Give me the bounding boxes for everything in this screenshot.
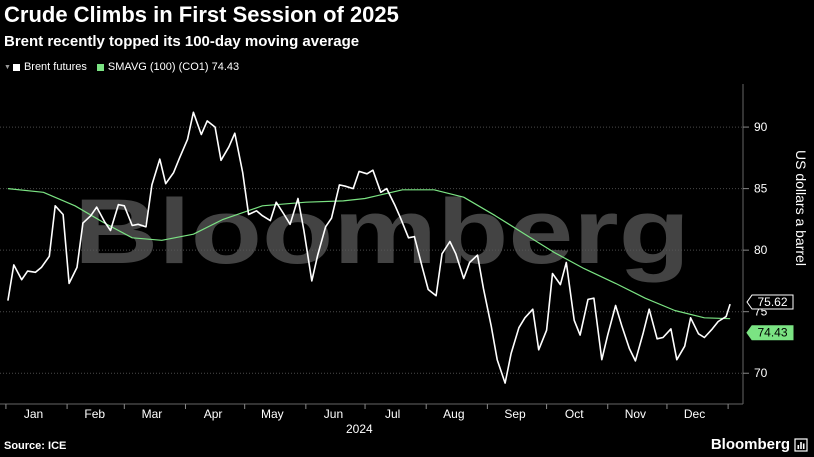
watermark: Bloomberg: [74, 181, 690, 283]
x-tick-label: Jan: [24, 407, 43, 421]
y-tick-label: 90: [754, 120, 768, 134]
x-axis-ticks: Jan Feb Mar Apr May Jun Jul Aug Sep Oct Nov Dec: [5, 404, 729, 421]
x-tick-label: Apr: [204, 407, 223, 421]
x-tick-label: Aug: [443, 407, 464, 421]
last-label-brent: 75.62: [757, 295, 787, 309]
x-axis-label: 2024: [346, 422, 373, 436]
x-tick-label: May: [261, 407, 284, 421]
legend-label-smavg: SMAVG (100) (CO1) 74.43: [107, 61, 240, 73]
source-note: Source: ICE: [4, 440, 67, 452]
last-value-labels: 75.62 74.43: [746, 294, 794, 341]
legend-item-smavg: SMAVG (100) (CO1) 74.43: [96, 61, 240, 73]
legend-item-brent: ▼ Brent futures: [4, 61, 87, 73]
y-tick-label: 70: [754, 366, 768, 380]
y-tick-label: 85: [754, 182, 768, 196]
chart-title: Crude Climbs in First Session of 2025: [4, 2, 399, 27]
chart-subtitle: Brent recently topped its 100-day moving…: [4, 33, 360, 50]
last-label-box-smavg: [746, 325, 794, 341]
x-tick-label: Sep: [504, 407, 526, 421]
series-layer: [7, 111, 731, 384]
x-tick-label: Dec: [684, 407, 705, 421]
legend-label-brent: Brent futures: [23, 61, 87, 73]
series-line-smavg: [7, 188, 731, 320]
last-label-smavg: 74.43: [757, 326, 787, 340]
x-tick-label: Nov: [625, 407, 646, 421]
y-tick-label: 80: [754, 243, 768, 257]
x-tick-label: Feb: [84, 407, 105, 421]
brand-logo: Bloomberg: [710, 436, 790, 453]
legend-swatch-brent: [12, 63, 20, 71]
x-tick-label: Oct: [565, 407, 584, 421]
grid: [0, 126, 743, 374]
x-tick-label: Jul: [385, 407, 400, 421]
legend-marker-icon: ▼: [4, 63, 11, 71]
series-line-brent: [7, 111, 731, 384]
y-axis-label: US dollars a barrel: [793, 150, 809, 266]
chart-icon: [794, 438, 808, 452]
x-tick-label: Jun: [324, 407, 343, 421]
legend: ▼ Brent futures SMAVG (100) (CO1) 74.43: [4, 61, 249, 73]
last-label-box-brent: [746, 294, 794, 310]
legend-swatch-smavg: [96, 63, 104, 71]
x-tick-label: Mar: [142, 407, 163, 421]
